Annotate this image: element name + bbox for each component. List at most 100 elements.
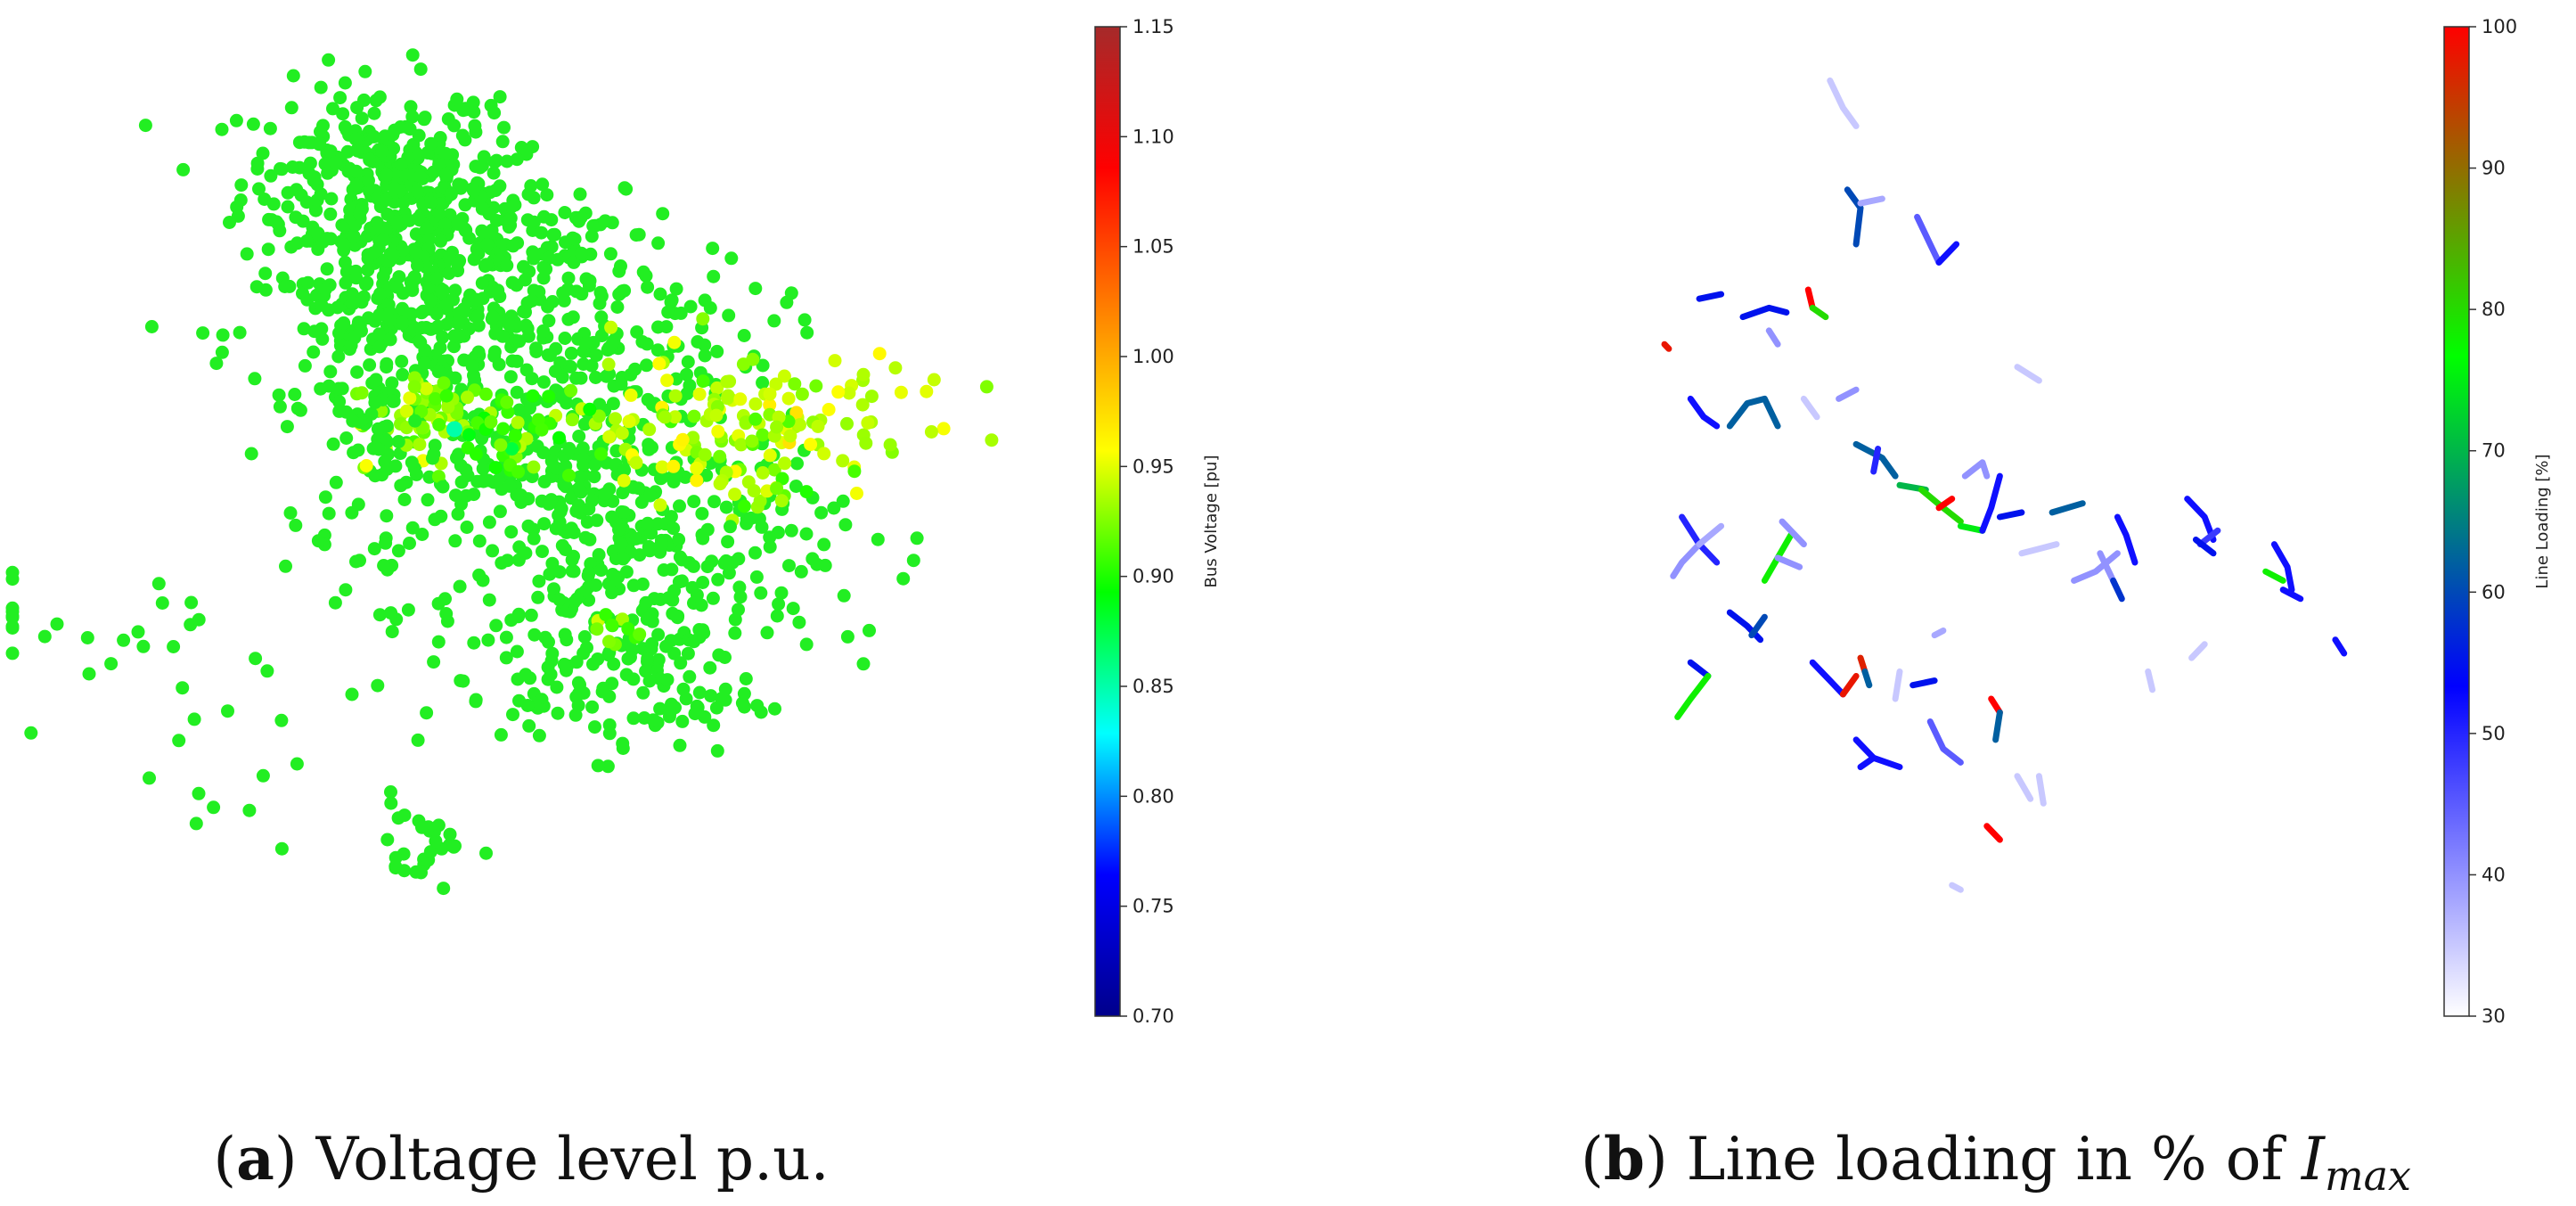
- bus-point: [466, 95, 480, 110]
- bus-point: [721, 535, 735, 549]
- bus-point: [541, 348, 555, 362]
- colorbar-tick-label: 1.10: [1133, 126, 1174, 147]
- bus-point: [666, 521, 681, 536]
- colorbar-tick-label: 40: [2482, 864, 2506, 885]
- bus-point: [557, 657, 571, 671]
- bus-point: [511, 464, 526, 479]
- bus-point: [488, 184, 503, 198]
- bus-point: [626, 711, 641, 726]
- bus-point: [598, 214, 612, 228]
- line-segment: [1844, 186, 1864, 248]
- bus-point: [447, 119, 462, 133]
- bus-point: [707, 495, 721, 509]
- line-segment: [1779, 518, 1807, 548]
- bus-point: [763, 387, 777, 401]
- bus-point: [337, 238, 350, 252]
- bus-point: [136, 639, 151, 653]
- line-segment: [2014, 773, 2034, 802]
- bus-point: [748, 412, 763, 426]
- bus-point: [495, 135, 510, 149]
- bus-point: [351, 497, 365, 512]
- bus-point: [248, 372, 262, 386]
- bus-point: [418, 356, 432, 370]
- bus-point: [246, 117, 260, 131]
- bus-point: [589, 349, 603, 363]
- bus-point: [710, 381, 724, 395]
- bus-point: [655, 537, 669, 552]
- bus-point: [607, 657, 621, 671]
- bus-point: [640, 612, 654, 627]
- bus-point: [767, 314, 781, 328]
- bus-point: [734, 438, 748, 452]
- line-segment: [1839, 673, 1860, 698]
- bus-point: [800, 325, 814, 340]
- bus-point: [685, 580, 699, 595]
- bus-point: [475, 201, 489, 216]
- line-segment: [1861, 668, 1873, 689]
- bus-point: [504, 525, 519, 539]
- bus-point: [711, 572, 725, 587]
- bus-point: [440, 614, 454, 628]
- bus-point: [367, 106, 381, 120]
- bus-point: [326, 437, 340, 451]
- panel-b-line-loading-map: [1661, 77, 2348, 893]
- bus-point: [770, 609, 784, 623]
- bus-point: [469, 447, 483, 461]
- bus-point: [359, 277, 372, 291]
- bus-point: [504, 613, 519, 628]
- bus-point: [326, 102, 339, 116]
- bus-point: [346, 414, 360, 428]
- bus-point: [550, 680, 564, 694]
- bus-point: [589, 578, 603, 592]
- bus-point: [795, 387, 809, 401]
- bus-point: [688, 707, 702, 721]
- bus-point: [418, 111, 432, 125]
- bus-point: [233, 193, 248, 207]
- line-segment: [2145, 668, 2156, 693]
- bus-point: [573, 677, 586, 692]
- bus-point: [176, 162, 191, 176]
- bus-point: [536, 375, 551, 390]
- bus-point: [497, 120, 511, 135]
- bus-point: [856, 367, 871, 381]
- bus-point: [138, 119, 152, 133]
- bus-point: [615, 426, 629, 440]
- bus-point: [500, 395, 514, 409]
- bus-point: [828, 354, 842, 368]
- line-loading-colorbar-ticks: 30 40 50 60 70 80 90 100: [2469, 16, 2517, 1027]
- bus-point: [345, 687, 359, 701]
- bus-point: [312, 137, 326, 152]
- bus-point: [431, 470, 446, 484]
- bus-point: [737, 499, 751, 513]
- bus-point: [790, 456, 804, 471]
- bus-point: [131, 625, 145, 639]
- bus-point: [772, 597, 786, 611]
- bus-point: [737, 686, 751, 701]
- bus-point: [525, 372, 539, 386]
- line-segment: [1870, 446, 1882, 475]
- bus-point: [372, 340, 387, 354]
- bus-point: [432, 158, 446, 172]
- bus-point: [301, 275, 315, 290]
- bus-point: [564, 346, 578, 360]
- bus-point: [104, 657, 119, 671]
- bus-point: [234, 178, 249, 193]
- bus-point: [216, 328, 230, 342]
- bus-point: [486, 309, 500, 324]
- bus-point: [666, 459, 681, 473]
- bus-point: [329, 155, 343, 169]
- bus-point: [906, 554, 920, 568]
- line-segment: [1670, 541, 1703, 579]
- bus-point: [233, 325, 247, 340]
- bus-point: [437, 376, 451, 390]
- bus-point: [565, 564, 579, 578]
- bus-point: [537, 474, 552, 488]
- bus-point: [799, 485, 814, 499]
- bus-point: [617, 473, 631, 488]
- bus-point: [421, 493, 435, 507]
- bus-point: [484, 414, 498, 429]
- bus-point: [614, 259, 627, 273]
- bus-point: [385, 625, 399, 639]
- bus-point: [624, 388, 638, 402]
- bus-point: [415, 528, 429, 541]
